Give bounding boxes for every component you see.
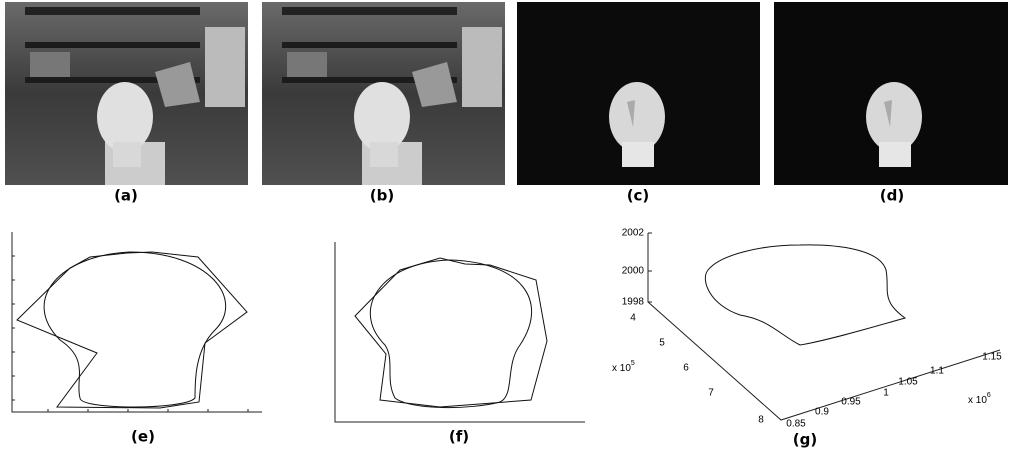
photo-a	[5, 2, 248, 185]
y-tick-label: 8	[758, 415, 764, 426]
x-tick-label: 1.15	[982, 352, 1002, 363]
plot-f	[335, 242, 585, 422]
x-tick-label: 0.95	[841, 397, 861, 408]
multiplier-base: x 10	[612, 363, 631, 374]
caption: (g)	[793, 431, 817, 449]
x-tick-label: 0.85	[786, 419, 806, 430]
y-multiplier: x 105	[612, 360, 635, 374]
caption: (b)	[370, 187, 394, 205]
y-tick-label: 7	[708, 388, 714, 399]
photo-c	[517, 2, 760, 185]
caption: (f)	[449, 428, 469, 446]
y-tick-label: 4	[630, 313, 636, 324]
x-tick-label: 1.1	[930, 366, 944, 377]
x-tick-label: 0.9	[815, 407, 829, 418]
caption: (e)	[131, 428, 155, 446]
x-multiplier: x 106	[968, 392, 991, 406]
figure: (a) (b) (c) (d) (e) (f) 2002 2000 1998 4…	[0, 0, 1010, 450]
z-tick-label: 2002	[622, 228, 645, 239]
photo-d	[774, 2, 1008, 185]
y-tick-label: 6	[683, 363, 689, 374]
caption: (a)	[114, 187, 138, 205]
z-tick-label: 1998	[622, 297, 645, 308]
z-tick-label: 2000	[622, 266, 645, 277]
multiplier-exponent: 5	[631, 360, 635, 367]
plot-g	[648, 233, 1000, 420]
caption: (c)	[627, 187, 650, 205]
multiplier-base: x 10	[968, 395, 987, 406]
x-tick-label: 1	[883, 388, 889, 399]
multiplier-exponent: 6	[987, 392, 991, 399]
x-tick-label: 1.05	[898, 377, 918, 388]
caption: (d)	[880, 187, 904, 205]
y-tick-label: 5	[659, 338, 665, 349]
plot-e	[12, 232, 262, 412]
photo-b	[262, 2, 505, 185]
